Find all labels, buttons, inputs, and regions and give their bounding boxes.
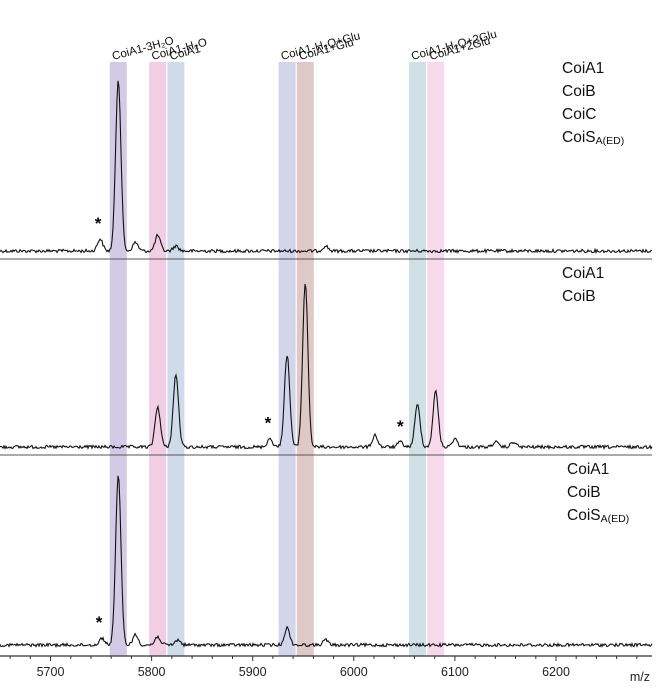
x-tick-label-5900: 5900: [239, 665, 267, 679]
impurity-star-2-0: *: [96, 613, 103, 632]
highlight-band-4: [296, 62, 314, 656]
impurity-star-0-0: *: [95, 214, 102, 233]
x-tick-label-5700: 5700: [37, 665, 65, 679]
legend-entry-0-0: CoiA1: [562, 60, 604, 77]
x-tick-label-5800: 5800: [138, 665, 166, 679]
legend-entry-2-2: CoiSA(ED): [567, 507, 629, 525]
spectrum-traces: [0, 80, 653, 649]
spectrum-trace-panel-2: [0, 475, 653, 649]
x-tick-label-6200: 6200: [542, 665, 570, 679]
impurity-star-1-0: *: [265, 414, 272, 433]
highlight-bands: [109, 62, 445, 656]
x-tick-label-6000: 6000: [340, 665, 368, 679]
legend-entry-0-3: CoiSA(ED): [562, 129, 624, 147]
legend-entry-2-0: CoiA1: [567, 461, 609, 478]
legend-entry-0-2: CoiC: [562, 106, 596, 123]
impurity-markers: * * * *: [95, 214, 404, 632]
panel-separators: [0, 258, 652, 456]
panel-legends: CoiA1 CoiB CoiC CoiSA(ED) CoiA1 CoiB CoiA1 CoiB…: [562, 60, 629, 525]
highlight-band-5: [409, 62, 426, 656]
x-axis-label: m/z: [630, 670, 650, 684]
spectrum-trace-panel-1: [0, 283, 653, 451]
legend-entry-1-0: CoiA1: [562, 265, 604, 282]
highlight-band-2: [167, 62, 185, 656]
highlight-band-1: [149, 62, 167, 656]
highlight-band-6: [427, 62, 445, 656]
legend-entry-0-1: CoiB: [562, 83, 596, 100]
x-tick-label-6100: 6100: [441, 665, 469, 679]
legend-entry-2-1: CoiB: [567, 484, 601, 501]
spectrum-trace-panel-0: [0, 80, 653, 255]
highlight-band-0: [109, 62, 127, 656]
legend-entry-1-1: CoiB: [562, 288, 596, 305]
x-axis: 5700 5800 5900 6000 6100 6200 m/z: [0, 655, 652, 684]
impurity-star-1-1: *: [397, 417, 404, 436]
